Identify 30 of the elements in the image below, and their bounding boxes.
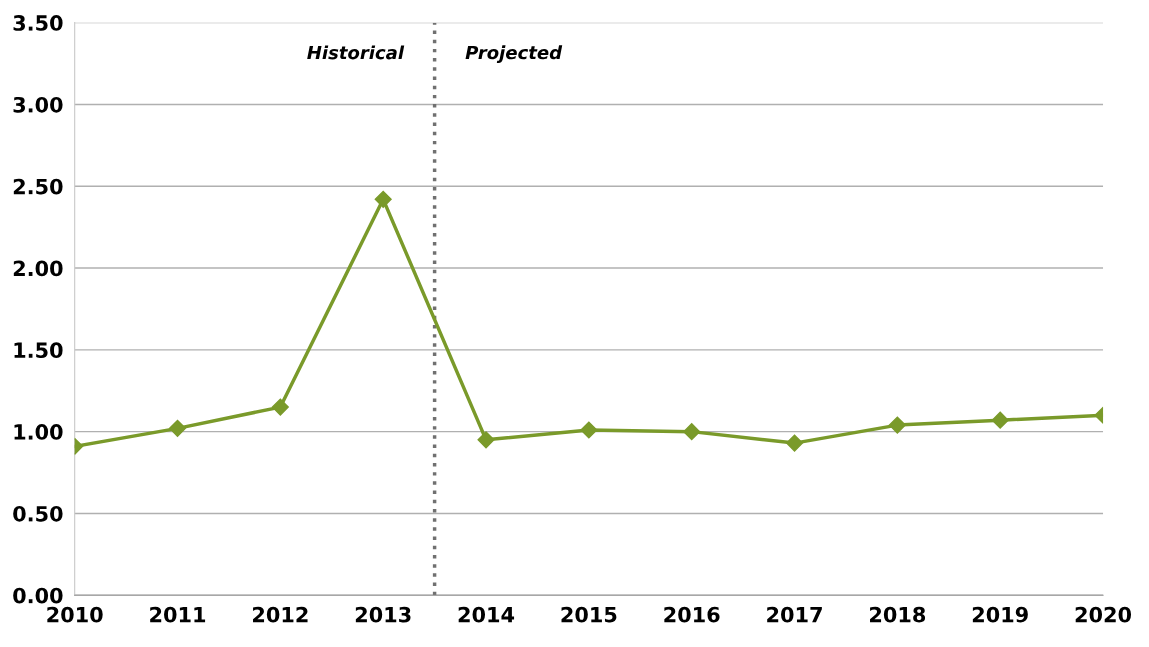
y-tick-label: 0.00 — [13, 587, 63, 604]
x-tick-label: 2018 — [870, 606, 926, 623]
x-tick-label: 2012 — [253, 606, 308, 623]
x-tick-label: 2016 — [664, 606, 720, 623]
y-tick-label: 2.00 — [13, 260, 63, 277]
point — [374, 190, 392, 208]
y-tick-label: 2.50 — [13, 178, 63, 195]
point — [580, 421, 598, 439]
x-tick-label: 2017 — [767, 606, 822, 623]
x-tick-label: 2020 — [1075, 606, 1132, 623]
point — [168, 419, 187, 437]
point — [271, 398, 289, 416]
x-tick-label: 2014 — [458, 606, 515, 623]
y-tick-label: 3.50 — [13, 15, 63, 31]
point — [888, 416, 906, 434]
x-tick-label: 2010 — [47, 606, 103, 623]
point — [683, 423, 701, 441]
point — [991, 411, 1009, 429]
annotation: Historical — [307, 45, 405, 60]
y-tick-label: 1.50 — [14, 342, 63, 359]
point — [477, 431, 495, 449]
point — [785, 434, 804, 452]
x-tick-label: 2011 — [150, 606, 206, 623]
x-tick-label: 2019 — [972, 606, 1028, 623]
x-tick-label: 2015 — [561, 606, 617, 623]
y-tick-label: 3.00 — [13, 96, 63, 113]
annotation: Projected — [465, 45, 563, 63]
x-tick-label: 2013 — [355, 606, 411, 623]
y-tick-label: 0.50 — [13, 505, 63, 522]
y-tick-label: 1.00 — [14, 424, 63, 440]
